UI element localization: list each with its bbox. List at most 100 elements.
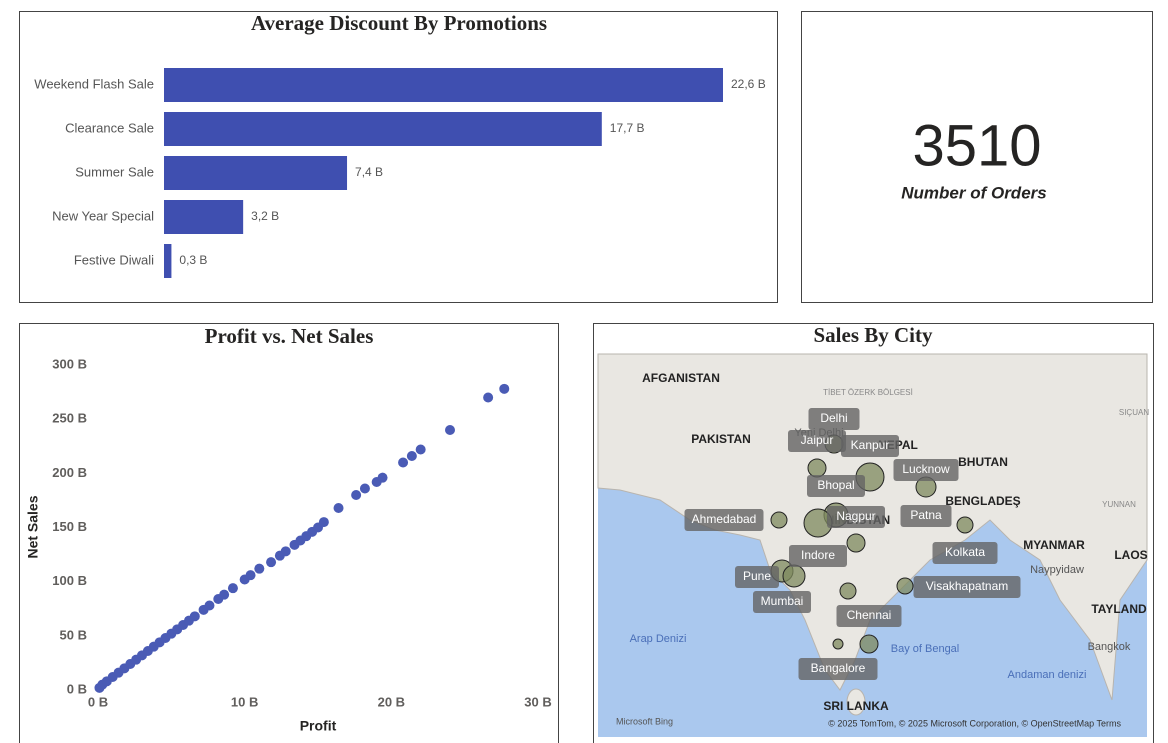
place-label: TİBET ÖZERK BÖLGESİ [823,388,913,397]
card-value: 3510 [912,113,1041,178]
point [333,503,344,513]
city-label-box [798,658,878,680]
point [254,563,265,574]
place-label: BHUTAN [958,455,1008,469]
x-tick-label: 20 B [378,694,405,709]
bubble [859,634,879,654]
city-label: Delhi [820,411,847,425]
y-tick-label: Clearance Sale [65,120,154,135]
y-tick-label: 100 B [52,573,87,588]
city-label-box [841,435,899,457]
point [415,444,426,455]
city-label-box [932,542,998,564]
y-tick-label: 0 B [67,681,87,696]
point [204,600,215,611]
place-label: Bangkok [1088,641,1131,653]
point [406,451,417,461]
y-tick-label: 50 B [60,627,87,642]
city-label: Pune [743,569,771,583]
point [483,392,494,403]
y-tick-label: 300 B [52,356,87,371]
place-label: Arap Denizi [630,633,687,645]
place-label: YUNNAN [1102,500,1136,509]
bar [164,156,348,190]
city-label: Mumbai [761,594,804,608]
point [245,570,256,581]
y-axis-title: Net Sales [25,495,41,558]
place-label: SRI LANKA [823,699,889,713]
point [227,583,238,594]
data-label: 17,7 B [610,121,645,135]
bar [164,68,723,102]
point [499,383,510,394]
place-label: MYANMAR [1023,538,1085,552]
y-tick-label: 250 B [52,411,87,426]
city-label: Chennai [847,608,892,622]
point [219,589,230,600]
city-label: Lucknow [902,462,950,476]
city-label: Visakhapatnam [926,579,1009,593]
city-label-box [836,605,902,627]
data-label: 7,4 B [355,165,383,179]
bubble [782,564,806,588]
city-label-box [893,459,959,481]
bubble [846,533,866,553]
data-label: 0,3 B [179,253,207,267]
map-provider: Microsoft Bing [616,716,673,726]
city-label-box [789,545,847,567]
point [445,425,455,435]
bubble [896,577,914,595]
y-tick-label: Weekend Flash Sale [34,76,154,91]
chart-title: Sales By City [813,323,933,347]
place-label: LAOS [1114,548,1147,562]
bubble [807,458,827,478]
city-label-box [735,566,779,588]
city-label-box [684,509,764,531]
city-label-box [753,591,811,613]
city-label: Bangalore [811,661,866,675]
scatter-panel [19,323,559,743]
chart-title: Profit vs. Net Sales [205,324,374,348]
city-label-box [900,505,952,527]
y-tick-label: Festive Diwali [74,252,154,267]
map-attribution: © 2025 TomTom, © 2025 Microsoft Corporat… [828,718,1121,728]
y-tick-label: Summer Sale [75,164,154,179]
city-label: Nagpur [836,509,875,523]
island [846,688,866,716]
bubble [832,638,844,650]
bubble [956,516,974,534]
point [318,517,329,528]
place-label: Bay of Bengal [891,643,960,655]
place-label: PAKISTAN [691,432,751,446]
x-tick-label: 10 B [231,694,258,709]
point [189,611,200,622]
bubble [839,582,857,600]
x-tick-label: 0 B [88,694,108,709]
card-label: Number of Orders [901,183,1046,202]
point [280,546,291,557]
card-panel [801,11,1153,303]
bar [164,244,172,278]
city-label: Bhopal [817,478,854,492]
city-label: Indore [801,548,835,562]
city-label-box [788,430,846,452]
x-tick-label: 30 B [524,694,551,709]
y-tick-label: 200 B [52,465,87,480]
point [398,457,409,468]
bar [164,112,602,146]
place-label: TAYLAND [1091,602,1147,616]
bubble [770,511,788,529]
point [359,483,370,494]
x-axis-title: Profit [300,718,337,734]
place-label: Andaman denizi [1008,669,1087,681]
city-label: Kolkata [945,545,985,559]
city-label: Kanpur [851,438,890,452]
point [266,557,277,568]
y-tick-label: New Year Special [52,208,154,223]
place-label: BENGLADEŞ [945,494,1020,508]
city-label: Jaipur [801,433,834,447]
city-label-box [913,576,1021,598]
data-label: 22,6 B [731,77,766,91]
